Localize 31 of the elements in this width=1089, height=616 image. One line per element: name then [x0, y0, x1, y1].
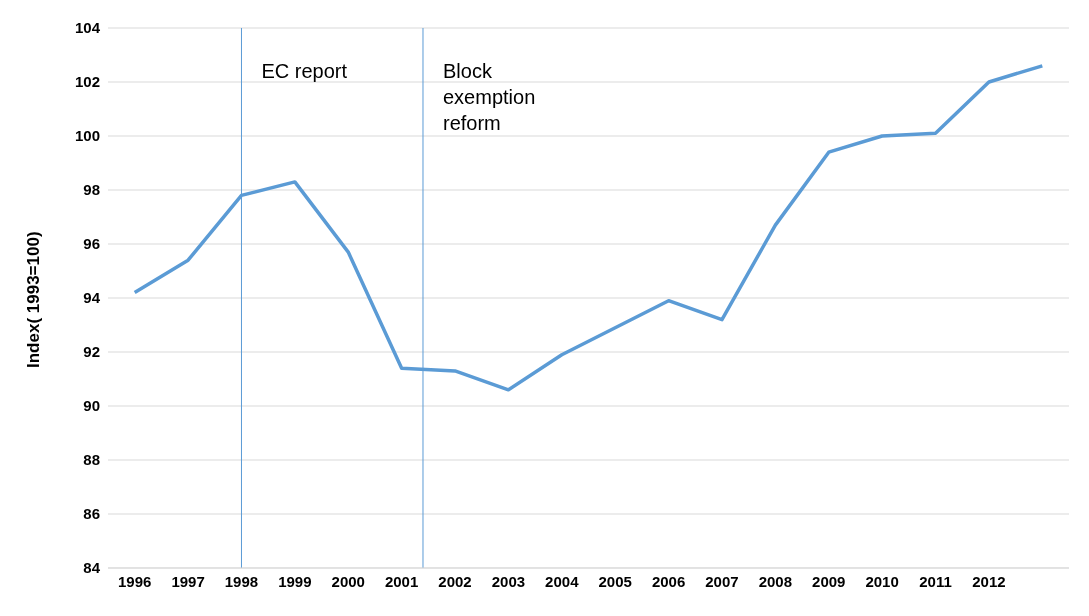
- x-tick-label: 2012: [972, 572, 1006, 590]
- y-tick-label: 104: [74, 19, 101, 37]
- x-tick-label: 1998: [224, 572, 259, 590]
- y-tick-label: 102: [74, 73, 100, 91]
- x-tick-label: 1996: [118, 572, 152, 590]
- x-tick-label: 2005: [598, 572, 632, 590]
- x-tick-label: 2000: [331, 572, 365, 590]
- x-tick-label: 2011: [919, 572, 952, 590]
- x-tick-label: 1997: [171, 572, 205, 590]
- y-tick-label: 86: [83, 505, 100, 523]
- y-tick-label: 92: [83, 343, 100, 361]
- x-tick-label: 2002: [438, 572, 472, 590]
- x-tick-label: 2009: [812, 572, 846, 590]
- y-tick-label: 94: [83, 289, 101, 307]
- ref-line-label: EC report: [261, 60, 348, 82]
- x-tick-label: 2007: [705, 572, 739, 590]
- x-tick-label: 2001: [384, 572, 419, 590]
- y-tick-label: 100: [74, 127, 100, 145]
- y-tick-label: 98: [83, 181, 100, 199]
- ref-line-label: Block exemption reform: [442, 60, 536, 134]
- y-tick-label: 84: [83, 559, 101, 577]
- y-tick-label: 88: [83, 451, 100, 469]
- y-tick-label: 96: [83, 235, 100, 253]
- x-tick-label: 2010: [865, 572, 899, 590]
- x-tick-label: 1999: [278, 572, 312, 590]
- x-tick-label: 2004: [545, 572, 580, 590]
- y-tick-label: 90: [83, 397, 100, 415]
- x-tick-label: 2003: [491, 572, 526, 590]
- y-axis-title: Index( 1993=100): [24, 231, 44, 368]
- x-tick-label: 2008: [758, 572, 793, 590]
- x-tick-label: 2006: [651, 572, 686, 590]
